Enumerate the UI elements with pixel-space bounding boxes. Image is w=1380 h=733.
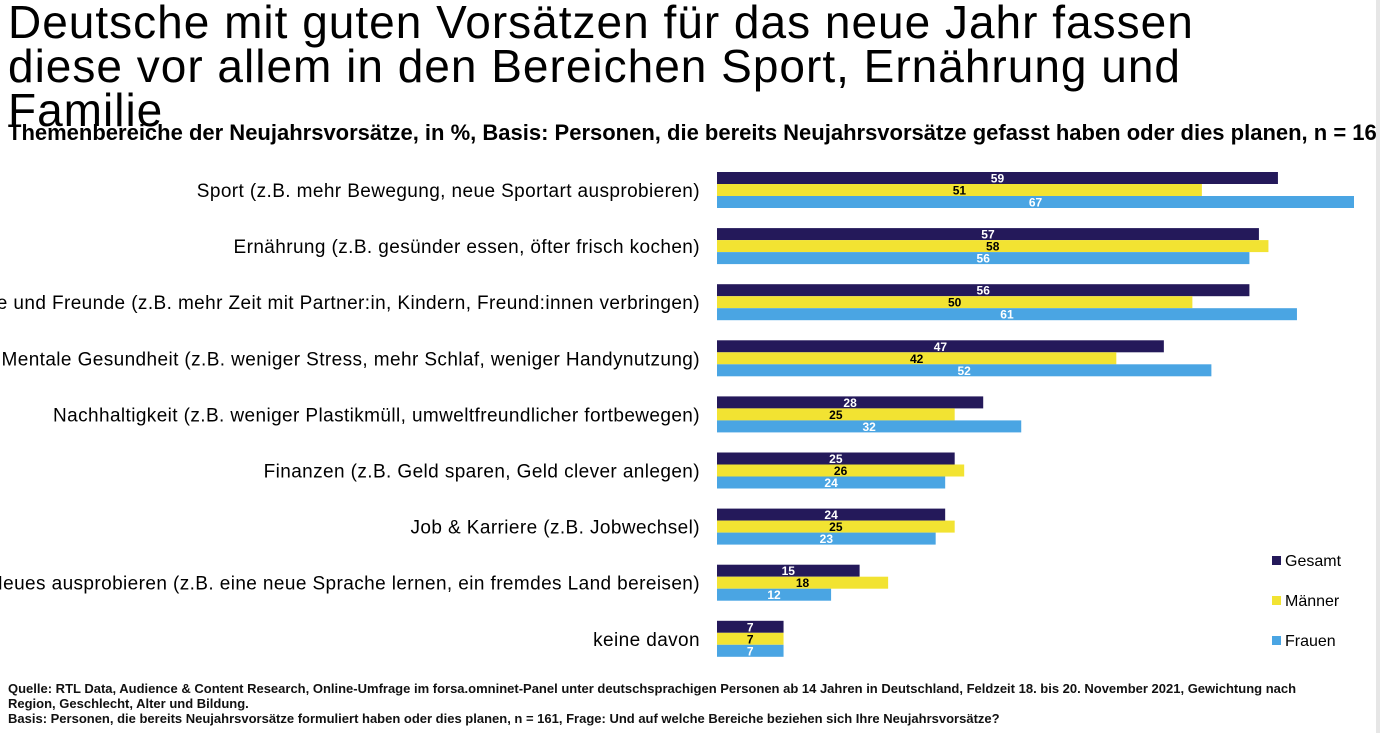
legend-label: Frauen xyxy=(1285,633,1336,650)
bar-gesamt xyxy=(717,396,984,409)
bar-gesamt xyxy=(717,284,1250,297)
legend-swatch xyxy=(1272,556,1281,565)
chart-subtitle: Themenbereiche der Neujahrsvorsätze, in … xyxy=(8,120,1380,145)
data-label: 25 xyxy=(829,520,843,534)
legend-label: Gesamt xyxy=(1285,553,1342,570)
page-title: Deutsche mit guten Vorsätzen für das neu… xyxy=(8,0,1194,136)
data-label: 67 xyxy=(1029,196,1043,210)
bar-frauen xyxy=(717,420,1022,433)
data-label: 12 xyxy=(767,588,781,602)
legend-label: Männer xyxy=(1285,593,1340,610)
legend-swatch xyxy=(1272,596,1281,605)
bar-gesamt xyxy=(717,620,784,633)
data-label: 18 xyxy=(796,576,810,590)
data-label: 47 xyxy=(934,340,948,354)
bar-mnner xyxy=(717,296,1193,309)
bar-frauen xyxy=(717,644,784,657)
bar-gesamt xyxy=(717,228,1259,241)
data-label: 51 xyxy=(953,184,967,198)
category-label: Job & Karriere (z.B. Jobwechsel) xyxy=(411,518,700,539)
category-label: Mentale Gesundheit (z.B. weniger Stress,… xyxy=(2,349,701,370)
bar-mnner xyxy=(717,632,784,645)
source-line-1: Quelle: RTL Data, Audience & Content Res… xyxy=(8,681,1297,711)
category-label: Sport (z.B. mehr Bewegung, neue Sportart… xyxy=(197,181,700,202)
data-label: 50 xyxy=(948,296,962,310)
data-label: 7 xyxy=(747,644,754,658)
bar-frauen xyxy=(717,364,1212,377)
bar-frauen xyxy=(717,252,1250,265)
data-label: 15 xyxy=(782,564,796,578)
bar-gesamt xyxy=(717,508,946,521)
data-label: 25 xyxy=(829,452,843,466)
bar-mnner xyxy=(717,408,955,421)
bar-frauen xyxy=(717,308,1297,321)
data-label: 7 xyxy=(747,632,754,646)
bar-frauen xyxy=(717,588,832,601)
category-label: Finanzen (z.B. Geld sparen, Geld clever … xyxy=(264,462,700,483)
bar-mnner xyxy=(717,352,1117,365)
page-edge-divider xyxy=(1376,0,1380,733)
data-label: 26 xyxy=(834,464,848,478)
data-label: 28 xyxy=(843,396,857,410)
category-label: Ernährung (z.B. gesünder essen, öfter fr… xyxy=(234,237,700,258)
data-label: 23 xyxy=(820,532,834,546)
data-label: 32 xyxy=(862,420,876,434)
bar-gesamt xyxy=(717,564,860,577)
bar-gesamt xyxy=(717,172,1278,184)
data-label: 58 xyxy=(986,240,1000,254)
data-label: 61 xyxy=(1000,308,1014,322)
bar-frauen xyxy=(717,532,936,545)
data-label: 56 xyxy=(977,284,991,298)
data-label: 24 xyxy=(824,508,838,522)
data-label: 59 xyxy=(991,172,1005,186)
bar-mnner xyxy=(717,240,1269,253)
bar-frauen xyxy=(717,476,946,489)
data-label: 42 xyxy=(910,352,924,366)
category-label: Familie und Freunde (z.B. mehr Zeit mit … xyxy=(0,293,700,314)
bar-frauen xyxy=(717,196,1354,208)
bar-mnner xyxy=(717,520,955,533)
data-label: 56 xyxy=(977,252,991,266)
bar-mnner xyxy=(717,576,889,589)
category-label: Nachhaltigkeit (z.B. weniger Plastikmüll… xyxy=(53,405,700,426)
data-label: 52 xyxy=(958,364,972,378)
bar-mnner xyxy=(717,464,965,477)
category-label: keine davon xyxy=(593,630,700,651)
data-label: 24 xyxy=(824,476,838,490)
bar-gesamt xyxy=(717,452,955,465)
data-label: 57 xyxy=(981,228,995,242)
source-note: Quelle: RTL Data, Audience & Content Res… xyxy=(8,681,1338,726)
bar-mnner xyxy=(717,184,1202,196)
data-label: 7 xyxy=(747,620,754,634)
bar-gesamt xyxy=(717,340,1164,353)
data-label: 25 xyxy=(829,408,843,422)
legend-swatch xyxy=(1272,636,1281,645)
source-line-2: Basis: Personen, die bereits Neujahrsvor… xyxy=(8,711,1000,726)
category-label: Neues ausprobieren (z.B. eine neue Sprac… xyxy=(0,574,700,595)
